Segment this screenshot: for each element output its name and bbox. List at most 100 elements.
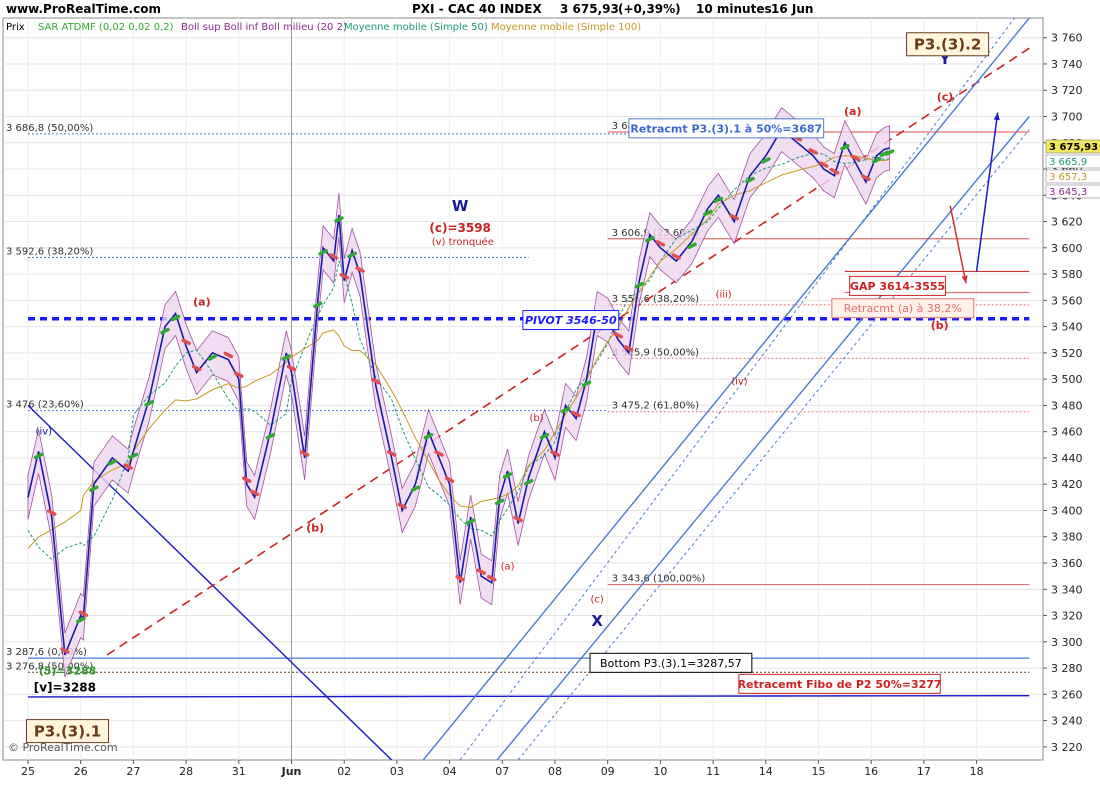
sar-dot — [423, 432, 434, 440]
annotation-box-label: Retracmt P3.(3).1 à 50%=3687 — [630, 122, 822, 135]
x-tick-label: 07 — [495, 765, 509, 778]
sar-dot — [729, 213, 739, 221]
y-tick-label: 3 300 — [1051, 636, 1083, 649]
x-tick-label: 08 — [548, 765, 562, 778]
sar-dot — [455, 574, 465, 582]
price-tag-box — [1045, 184, 1100, 199]
sar-dot — [539, 432, 550, 440]
sar-dot — [223, 351, 234, 359]
y-tick-label: 3 580 — [1051, 268, 1083, 281]
sar-dot — [328, 253, 339, 260]
annotation-box — [831, 298, 975, 319]
x-tick-label: 14 — [759, 765, 773, 778]
sar-dot — [46, 509, 57, 516]
y-tick-label: 3 260 — [1051, 688, 1083, 701]
sar-dot — [78, 610, 89, 617]
arrow-shaft — [975, 112, 999, 272]
sar-dot — [107, 459, 118, 466]
sar-dot — [286, 364, 297, 372]
wave-label: (5)=3288 — [39, 665, 97, 678]
wave-label: (c)=3598 — [429, 221, 491, 235]
sar-dot — [523, 478, 534, 486]
sar-dot — [241, 476, 252, 483]
price-tags: 3 675,93 3 665,9 3 657,3 3 645,3 — [1045, 139, 1100, 199]
sma100-line — [27, 155, 890, 549]
x-tick-label: 03 — [390, 765, 404, 778]
x-tick-label: 27 — [126, 765, 140, 778]
y-tick-label: 3 340 — [1051, 583, 1083, 596]
watermark: © ProRealTime.com — [8, 741, 118, 754]
y-tick-label: 3 620 — [1051, 216, 1083, 229]
annotation-box — [738, 673, 941, 694]
wave-label: (iii) — [716, 290, 732, 301]
wave-label: (iv) — [731, 376, 748, 387]
legend-sar: SAR ATDMF (0,02 0,02 0,2) — [38, 22, 174, 33]
sar-dot — [703, 209, 713, 217]
price-change: (+0,39%) — [618, 2, 681, 16]
level-label: 3 556,6 (38,20%) — [612, 294, 699, 305]
forecast-arrows — [949, 112, 1000, 284]
plot-frame — [2, 17, 1044, 761]
arrow-head — [961, 275, 968, 284]
sar-dot — [410, 485, 421, 492]
legend-sma100: Moyenne mobile (Simple 100) — [491, 22, 641, 33]
sar-dot — [281, 354, 291, 361]
sar-dot — [487, 574, 497, 582]
x-tick-label: 11 — [706, 765, 720, 778]
x-tick-label: 17 — [917, 765, 931, 778]
annotation-box-label: P3.(3).2 — [914, 36, 981, 54]
sar-dot — [318, 249, 328, 256]
sar-dot — [123, 463, 133, 470]
sar-dot — [249, 489, 260, 497]
sar-dot — [355, 266, 365, 273]
y-tick-label: 3 380 — [1051, 531, 1083, 544]
y-tick-label: 3 460 — [1051, 426, 1083, 439]
sar-dot — [160, 327, 170, 335]
x-tick-label: 04 — [443, 765, 457, 778]
sma50-line — [27, 152, 890, 560]
sar-dot — [560, 406, 571, 414]
wave-label: (c) — [591, 594, 604, 605]
sar-dot — [861, 174, 871, 181]
trend-line — [27, 404, 393, 760]
arrow-head — [993, 112, 1000, 121]
level-label: 3 287,6 (0,00%) — [6, 647, 87, 658]
wave-label: (b) — [529, 413, 543, 424]
sar-dot — [339, 272, 349, 280]
price-tag-box — [1045, 154, 1100, 169]
trend-line — [422, 18, 1030, 760]
y-tick-label: 3 280 — [1051, 662, 1083, 675]
annotation-box — [849, 275, 946, 296]
y-tick-label: 3 480 — [1051, 399, 1083, 412]
sar-dot — [829, 167, 840, 175]
annotation-box-label: Retracmt (a) à 38,2% — [844, 302, 962, 315]
wave-label: W — [452, 197, 469, 215]
last-price: 3 675,93 — [560, 2, 619, 16]
sar-dot — [444, 476, 455, 483]
level-label: 3 476 (23,60%) — [6, 400, 84, 411]
annotation-box — [26, 719, 110, 744]
sar-dot — [60, 647, 70, 654]
sar-dot — [581, 380, 592, 387]
sar-dot — [397, 502, 407, 510]
trend-line — [27, 694, 1030, 698]
wave-label: (a) — [193, 296, 210, 309]
wave-label: (iv) — [36, 426, 53, 437]
trend-line — [496, 116, 1030, 760]
sar-dot — [299, 450, 310, 457]
wave-label: (v) tronquée — [432, 236, 494, 248]
legend-sma50: Moyenne mobile (Simple 50) — [344, 22, 488, 33]
y-tick-label: 3 440 — [1051, 452, 1083, 465]
site-name[interactable]: www.ProRealTime.com — [6, 2, 161, 16]
price-line — [27, 128, 890, 656]
sar-dot — [871, 157, 882, 164]
sar-dot — [75, 616, 86, 624]
annotation-box-label: P3.(3).1 — [34, 723, 101, 741]
sar-dot — [645, 235, 655, 243]
wave-label: (b) — [931, 319, 949, 332]
x-tick-label: 26 — [74, 765, 88, 778]
x-axis: 25 26 27 28 31 Jun 02 03 04 07 08 09 10 11 14 15 16 17 18 — [21, 760, 984, 778]
y-tick-label: 3 240 — [1051, 715, 1083, 728]
wave-label: [v]=3288 — [34, 681, 96, 695]
sar-dot — [571, 410, 581, 418]
